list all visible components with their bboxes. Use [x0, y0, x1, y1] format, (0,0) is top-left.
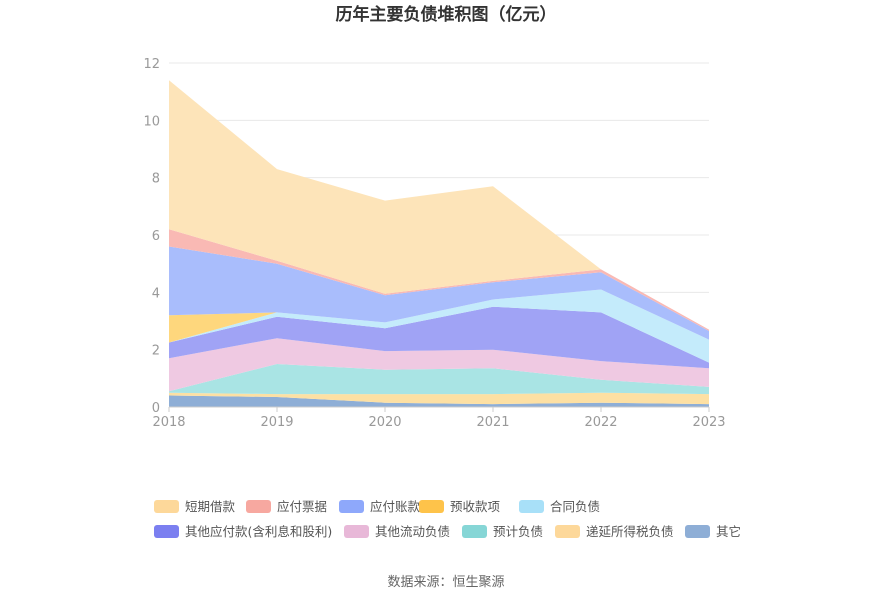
- legend-swatch: [685, 525, 710, 538]
- legend-item[interactable]: 应付账款: [339, 499, 421, 514]
- x-tick-label: 2018: [152, 415, 185, 430]
- legend-swatch: [339, 500, 364, 513]
- legend-swatch: [555, 525, 580, 538]
- legend-label: 预计负债: [493, 524, 543, 539]
- area-series-0: [169, 395, 709, 407]
- area-series-7: [169, 246, 709, 340]
- x-tick-label: 2023: [692, 415, 725, 430]
- area-series-4: [169, 306, 709, 369]
- legend-swatch: [519, 500, 544, 513]
- y-tick-label: 8: [152, 172, 160, 187]
- y-tick-label: 2: [152, 344, 160, 359]
- y-tick-label: 4: [152, 286, 160, 301]
- area-series-9: [169, 80, 709, 330]
- y-tick-label: 12: [143, 57, 160, 72]
- legend-swatch: [344, 525, 369, 538]
- legend-swatch: [154, 500, 179, 513]
- legend-label: 其它: [716, 524, 741, 539]
- legend-item[interactable]: 其他应付款(含利息和股利): [154, 524, 332, 539]
- legend-label: 合同负债: [550, 499, 600, 514]
- y-axis: 0 2 4 6 8 10 12: [143, 57, 160, 416]
- legend-item[interactable]: 其他流动负债: [344, 524, 450, 539]
- legend-item[interactable]: 应付票据: [246, 499, 327, 514]
- legend-item[interactable]: 短期借款: [154, 499, 236, 514]
- stacked-areas: [169, 80, 709, 407]
- area-series-1: [169, 392, 709, 405]
- chart-title: 历年主要负债堆积图（亿元）: [336, 4, 557, 25]
- legend-label: 短期借款: [185, 499, 236, 514]
- x-tick-label: 2022: [584, 415, 617, 430]
- x-axis: 2018 2019 2020 2021 2022 2023: [152, 406, 726, 430]
- legend-label: 递延所得税负债: [586, 524, 674, 539]
- legend-item[interactable]: 递延所得税负债: [555, 524, 674, 539]
- area-series-5: [169, 289, 709, 363]
- legend-item[interactable]: 预收款项: [419, 499, 500, 514]
- legend-label: 其他流动负债: [375, 524, 450, 539]
- y-tick-label: 6: [152, 229, 160, 244]
- legend-swatch: [246, 500, 271, 513]
- area-series-2: [169, 364, 709, 395]
- x-tick-label: 2020: [368, 415, 401, 430]
- area-series-3: [169, 338, 709, 392]
- legend-item[interactable]: 合同负债: [519, 499, 600, 514]
- x-tick-label: 2019: [260, 415, 293, 430]
- legend-label: 预收款项: [450, 499, 500, 514]
- legend-label: 其他应付款(含利息和股利): [185, 524, 332, 539]
- legend-swatch: [154, 525, 179, 538]
- legend-item[interactable]: 预计负债: [462, 524, 543, 539]
- legend-swatch: [419, 500, 444, 513]
- legend-label: 应付票据: [277, 499, 327, 514]
- legend-label: 应付账款: [370, 499, 421, 514]
- x-tick-label: 2021: [476, 415, 509, 430]
- legend-item[interactable]: 其它: [685, 524, 741, 539]
- legend-swatch: [462, 525, 487, 538]
- y-tick-label: 10: [143, 114, 160, 129]
- y-tick-label: 0: [152, 401, 160, 416]
- source-note: 数据来源：恒生聚源: [387, 575, 504, 590]
